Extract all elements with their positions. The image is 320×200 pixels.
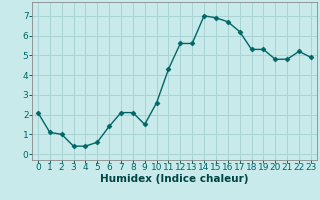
X-axis label: Humidex (Indice chaleur): Humidex (Indice chaleur) (100, 174, 249, 184)
